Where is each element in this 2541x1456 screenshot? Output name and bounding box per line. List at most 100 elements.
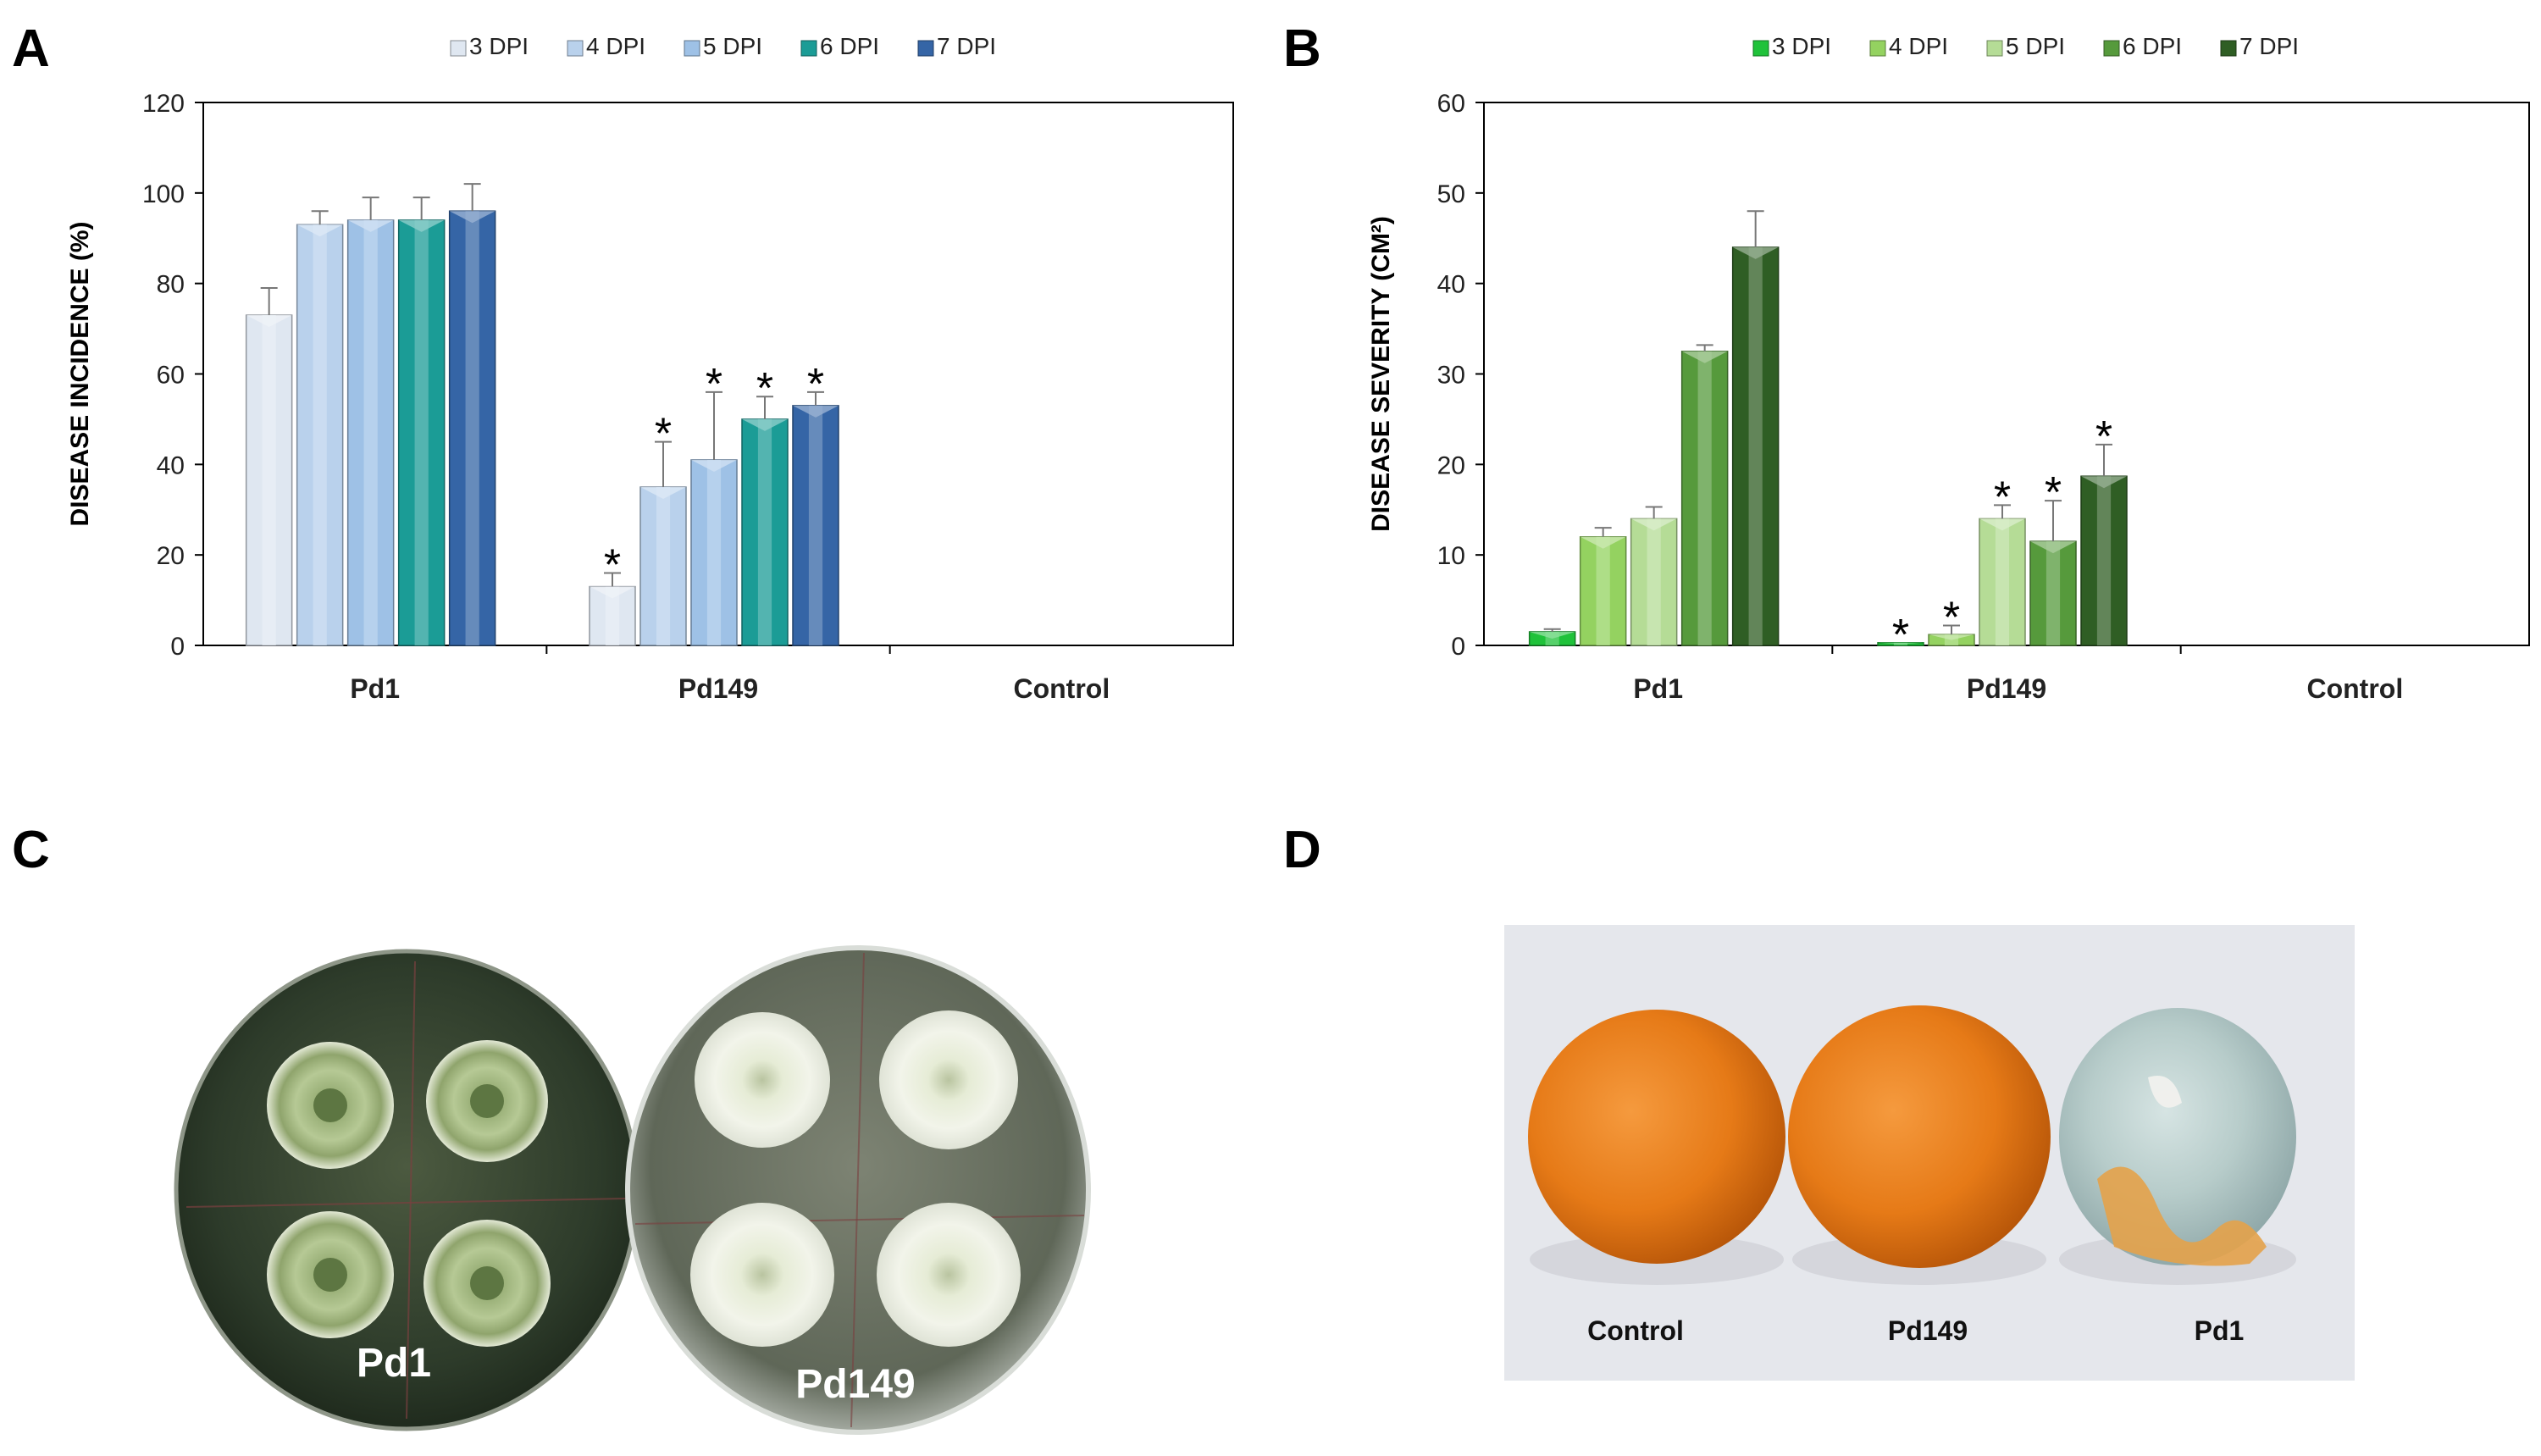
chart-a-ytick-label-5: 100 [142, 180, 185, 208]
chart-b-legend-label-4: 7 DPI [2239, 33, 2299, 59]
chart-b-bar-1-0: * [1877, 611, 1924, 660]
chart-b-bar-0-0 [1528, 628, 1576, 646]
chart-a-bar-cap-0-1 [296, 224, 343, 237]
chart-a-disease-incidence: 0 20 40 60 80 100 120 DISEASE INCIDENCE (%) Pd1 P… [66, 33, 1234, 704]
chart-b-ytick-label-0: 0 [1451, 633, 1465, 661]
chart-b-bar-highlight-1-3 [2046, 541, 2061, 645]
chart-b-ytick-label-3: 30 [1437, 362, 1465, 390]
chart-b-significance-1-1: * [1943, 593, 1960, 642]
chart-b-bar-cap-1-3 [2030, 541, 2076, 554]
chart-a-ylabel: DISEASE INCIDENCE (%) [66, 221, 94, 526]
chart-a-bar-1-4: * [792, 360, 839, 646]
photo-d-label-control: Control [1587, 1315, 1684, 1346]
photo-d-oranges: Control Pd149 Pd1 [1504, 925, 2355, 1381]
chart-a-bar-1-0: * [589, 541, 636, 646]
chart-b-bar-highlight-0-1 [1596, 536, 1610, 645]
chart-b-xtick-label-2: Control [2306, 673, 2403, 704]
chart-a-significance-1-3: * [756, 364, 773, 413]
panel-label-b: B [1283, 19, 1321, 78]
chart-b-ytick-label-6: 60 [1437, 90, 1465, 118]
chart-a-bar-0-4 [448, 183, 496, 646]
chart-a-bar-cap-1-0 [590, 586, 635, 599]
chart-a-bar-highlight-0-4 [465, 211, 479, 645]
chart-a-bar-highlight-0-2 [363, 219, 378, 645]
orange-pd1-moldy [2059, 1008, 2296, 1265]
chart-a-bar-highlight-0-1 [313, 224, 327, 645]
chart-b-legend-label-2: 5 DPI [2006, 33, 2065, 59]
colony-pd149-2 [879, 1010, 1018, 1149]
chart-b-bar-cap-1-4 [2081, 476, 2127, 489]
chart-b-bar-0-3 [1680, 344, 1729, 646]
chart-b-bar-cap-1-0 [1878, 642, 1924, 645]
chart-a-bar-0-3 [397, 197, 446, 646]
chart-a-bar-highlight-1-0 [605, 586, 620, 645]
chart-b-legend-label-3: 6 DPI [2123, 33, 2182, 59]
chart-b-bar-highlight-1-2 [1995, 518, 2010, 645]
panel-label-d: D [1283, 821, 1321, 879]
chart-b-bar-1-2: * [1979, 473, 2026, 646]
chart-b-ytick-label-1: 10 [1437, 542, 1465, 570]
chart-b-legend: 3 DPI 4 DPI 5 DPI 6 DPI 7 DPI [1752, 33, 2299, 59]
chart-b-xtick-label-1: Pd149 [1967, 673, 2046, 704]
chart-a-bar-1-3: * [741, 364, 789, 646]
chart-b-plot: 0 10 20 30 40 50 60 DISEASE SEVERITY (CM²) Pd1 Pd… [1367, 90, 2530, 704]
chart-b-significance-1-3: * [2045, 468, 2062, 518]
chart-a-ytick-label-6: 120 [142, 90, 185, 118]
chart-a-bar-1-2: * [690, 360, 738, 646]
chart-b-bar-cap-0-4 [1732, 246, 1779, 259]
chart-b-bar-cap-0-2 [1630, 518, 1677, 531]
chart-b-significance-1-4: * [2095, 412, 2112, 462]
orange-pd149 [1788, 1005, 2051, 1268]
chart-a-legend-swatch-2 [684, 40, 700, 57]
chart-a-bar-cap-1-2 [691, 459, 737, 472]
chart-b-ytick-label-5: 50 [1437, 180, 1465, 208]
chart-a-legend-swatch-4 [917, 40, 934, 57]
chart-a-bar-highlight-1-1 [656, 487, 671, 645]
chart-a-bar-cap-0-4 [449, 211, 495, 224]
chart-b-bar-1-4: * [2080, 412, 2128, 646]
chart-a-legend: 3 DPI 4 DPI 5 DPI 6 DPI 7 DPI [450, 33, 996, 59]
chart-b-bar-0-2 [1630, 506, 1678, 646]
chart-a-significance-1-2: * [706, 360, 722, 409]
chart-b-bar-0-4 [1731, 210, 1780, 646]
chart-b-significance-1-2: * [1994, 473, 2011, 522]
chart-a-bar-highlight-1-4 [808, 405, 823, 645]
chart-b-bar-cap-0-1 [1580, 536, 1626, 549]
chart-a-bar-0-0 [245, 287, 293, 646]
chart-a-legend-swatch-1 [567, 40, 584, 57]
chart-a-bar-cap-1-4 [793, 405, 839, 418]
chart-a-significance-1-1: * [655, 410, 672, 459]
chart-a-ytick-label-4: 80 [157, 271, 185, 299]
petri-dishes-illustration: Pd1 Pd149 [174, 945, 1091, 1435]
chart-a-legend-label-2: 5 DPI [703, 33, 762, 59]
photo-c-label-pd1: Pd1 [357, 1341, 431, 1386]
chart-a-plot: 0 20 40 60 80 100 120 DISEASE INCIDENCE (%) Pd1 P… [66, 90, 1234, 704]
chart-a-significance-1-0: * [604, 541, 621, 590]
chart-b-legend-swatch-4 [2220, 40, 2237, 57]
chart-a-bar-highlight-1-2 [706, 459, 722, 645]
chart-a-bar-1-1: * [639, 410, 687, 646]
chart-a-legend-label-4: 7 DPI [937, 33, 996, 59]
chart-b-bar-0-1 [1579, 527, 1627, 646]
chart-b-ytick-label-2: 20 [1437, 451, 1465, 479]
colony-pd149-3 [690, 1203, 834, 1347]
chart-a-bar-cap-0-2 [347, 219, 394, 232]
oranges-illustration: Control Pd149 Pd1 [1504, 925, 2355, 1381]
chart-a-bar-cap-0-3 [398, 219, 445, 232]
chart-b-legend-swatch-0 [1752, 40, 1769, 57]
chart-b-legend-label-0: 3 DPI [1772, 33, 1831, 59]
panel-label-a: A [12, 19, 50, 78]
colony-pd149-4 [877, 1203, 1021, 1347]
colony-pd149-1 [695, 1012, 830, 1148]
chart-a-ytick-label-1: 20 [157, 542, 185, 570]
chart-b-disease-severity: 0 10 20 30 40 50 60 DISEASE SEVERITY (CM²) Pd1 Pd… [1367, 33, 2530, 704]
chart-a-legend-swatch-0 [450, 40, 467, 57]
chart-a-ytick-label-3: 60 [157, 362, 185, 390]
chart-a-bar-cap-1-1 [640, 487, 686, 500]
chart-b-bar-cap-0-3 [1681, 351, 1728, 363]
chart-b-ytick-label-4: 40 [1437, 271, 1465, 299]
chart-a-xtick-label-2: Control [1013, 673, 1110, 704]
photo-d-label-pd149: Pd149 [1888, 1315, 1968, 1346]
chart-b-bar-highlight-0-2 [1647, 518, 1661, 645]
orange-control [1528, 1010, 1785, 1264]
